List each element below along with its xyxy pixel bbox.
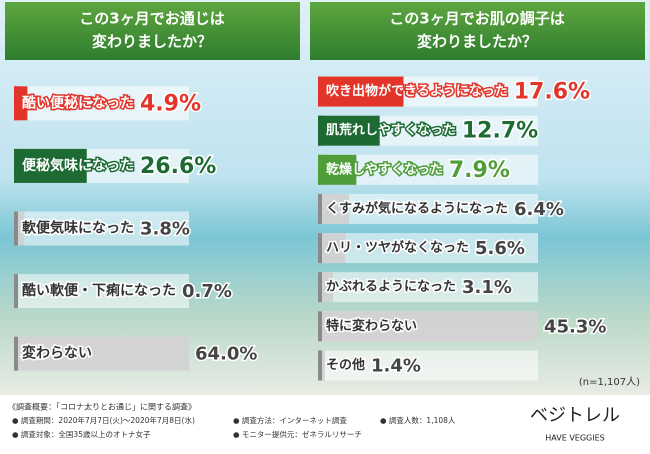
bar-edge (318, 193, 322, 224)
value-label: 4.9% (140, 91, 201, 116)
bar (14, 148, 87, 183)
category-label: その他 (326, 357, 365, 373)
bar-edge (318, 350, 322, 381)
title: この3ヶ月でお通じは (79, 10, 224, 28)
header-left (5, 2, 300, 60)
footer-item: ● 調査方法：インターネット調査 (233, 415, 347, 425)
row-bg (318, 350, 538, 381)
title: 変わりましたか？ (92, 33, 212, 51)
footer-bg (0, 395, 650, 450)
sample-note: (n=1,107人) (579, 376, 640, 388)
bar (318, 154, 357, 185)
category-label: 吹き出物ができるようになった (326, 83, 508, 99)
bar-edge (14, 274, 18, 309)
header-right (310, 2, 645, 60)
row-bg (318, 272, 538, 303)
footer-heading: 《調査概要：「コロナ太りとお通じ」に関する調査》 (8, 402, 196, 412)
logo: ベジトレル (530, 405, 620, 426)
footer-item: ● モニター提供元：ゼネラルリサーチ (233, 429, 362, 439)
value-label: 1.4% (371, 355, 421, 376)
category-label: 特に変わらない (326, 318, 417, 334)
category-label: 酷い軟便・下痢になった (22, 282, 176, 299)
value-label: 17.6% (514, 80, 590, 105)
value-label: 26.6% (140, 154, 216, 179)
category-label: 酷い便秘になった (22, 94, 134, 111)
value-label: 7.9% (449, 158, 510, 183)
row-bg (318, 233, 538, 264)
category-label: 乾燥しやすくなった (326, 161, 443, 177)
bar (318, 193, 350, 224)
logo-sub: HAVE VEGGIES (545, 434, 604, 443)
category-label: くすみが気になるようになった (326, 200, 508, 216)
bar-edge (14, 148, 18, 183)
footer-item: ● 調査人数：1,108人 (380, 415, 456, 425)
bar-edge (318, 76, 322, 107)
value-label: 3.8% (140, 219, 190, 240)
bar (318, 115, 380, 146)
row-bg (14, 274, 189, 309)
bar (14, 211, 25, 246)
bar (318, 311, 538, 342)
title: この3ヶ月でお肌の調子は (389, 10, 564, 28)
bar-edge (318, 115, 322, 146)
bar-edge (14, 211, 18, 246)
bar (14, 336, 189, 371)
value-label: 5.6% (475, 238, 525, 259)
row-bg (14, 86, 189, 121)
category-label: 軟便気味になった (22, 220, 134, 237)
value-label: 3.1% (462, 277, 512, 298)
bar (318, 76, 404, 107)
footer-item: ● 調査期間：2020年7月7日(火)～2020年7月8日(水) (12, 415, 195, 425)
bar-edge (318, 154, 322, 185)
value-label: 0.7% (182, 281, 232, 302)
value-label: 6.4% (514, 199, 564, 220)
row-bg (14, 211, 189, 246)
title: 変わりましたか？ (417, 33, 537, 51)
bar-edge (14, 336, 18, 371)
bar (318, 233, 346, 264)
bar-edge (318, 311, 322, 342)
bar-edge (318, 272, 322, 303)
bar-edge (14, 86, 18, 121)
value-label: 12.7% (462, 119, 538, 144)
bar-edge (318, 233, 322, 264)
category-label: かぶれるようになった (326, 280, 456, 295)
value-label: 64.0% (195, 344, 257, 365)
category-label: 肌荒れしやすくなった (326, 122, 456, 138)
row-bg (318, 193, 538, 224)
category-label: 便秘気味になった (22, 157, 134, 174)
category-label: 変わらない (22, 345, 92, 362)
value-label: 45.3% (544, 316, 606, 337)
category-label: ハリ・ツヤがなくなった (326, 240, 469, 256)
footer-item: ● 調査対象：全国35歳以上のオトナ女子 (12, 429, 151, 439)
